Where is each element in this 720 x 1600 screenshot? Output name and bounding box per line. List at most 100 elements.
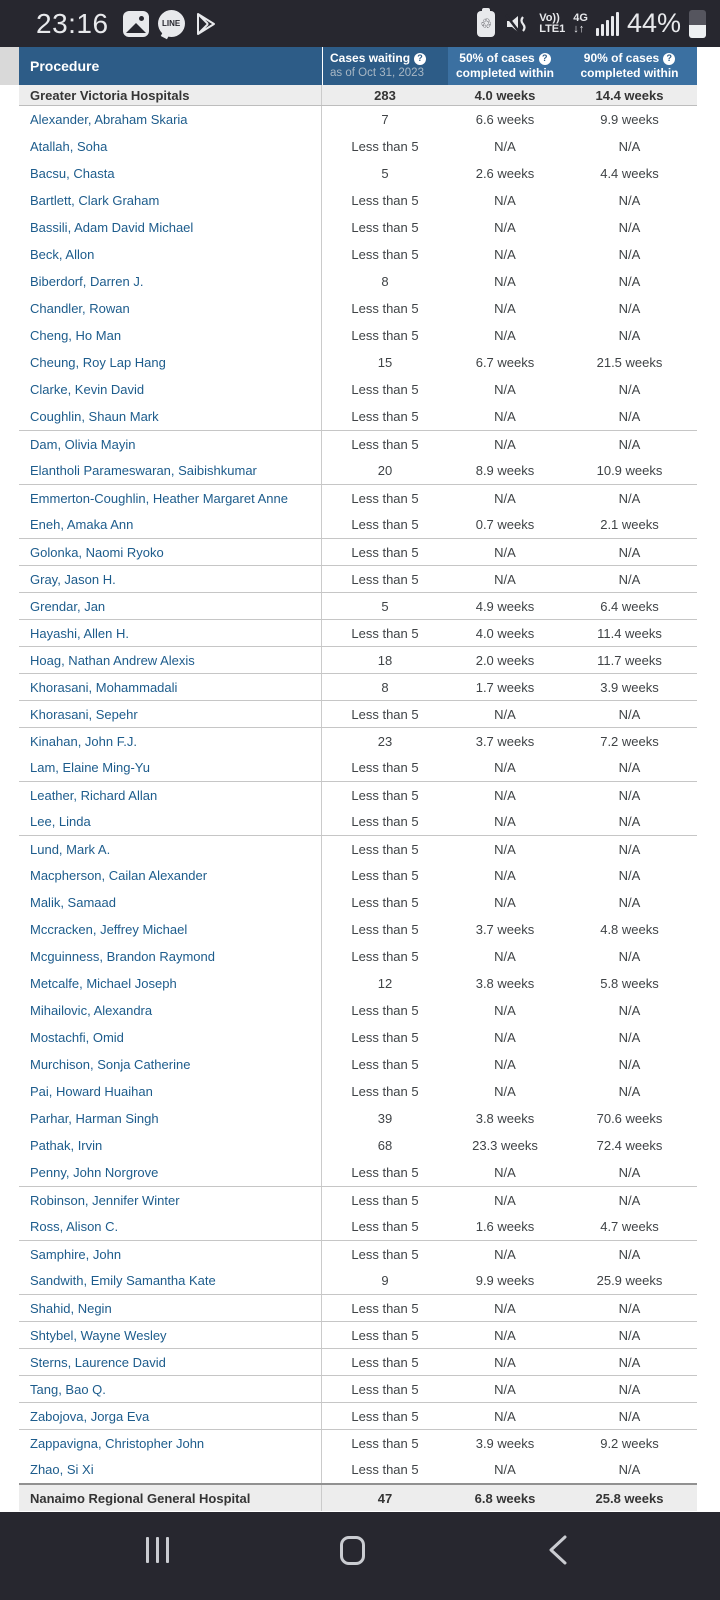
procedure-link[interactable]: Samphire, John	[19, 1241, 322, 1267]
recents-button[interactable]	[137, 1534, 177, 1566]
procedure-link[interactable]: Robinson, Jennifer Winter	[19, 1187, 322, 1213]
cases-waiting-value: Less than 5	[351, 1381, 419, 1397]
p90-value: 10.9 weeks	[596, 463, 663, 478]
procedure-link[interactable]: Sandwith, Emily Samantha Kate	[19, 1267, 322, 1294]
p90-value: 4.7 weeks	[600, 1219, 659, 1234]
signal-strength-icon	[595, 11, 619, 36]
p90-value: N/A	[618, 895, 641, 910]
p90-value: N/A	[618, 1408, 641, 1424]
cases-waiting-value: Less than 5	[351, 814, 419, 829]
procedure-link[interactable]: Grendar, Jan	[19, 593, 322, 619]
procedure-link[interactable]: Kinahan, John F.J.	[19, 728, 322, 754]
procedure-link[interactable]: Leather, Richard Allan	[19, 782, 322, 808]
procedure-link[interactable]: Bacsu, Chasta	[19, 160, 322, 187]
p90-value: 25.9 weeks	[596, 1273, 663, 1288]
cases-waiting-value: 12	[377, 976, 393, 991]
procedure-link[interactable]: Shtybel, Wayne Wesley	[19, 1322, 322, 1348]
table-row: Nanaimo Regional General Hospital 47 6.8…	[19, 1483, 697, 1511]
home-button[interactable]	[332, 1534, 372, 1566]
procedure-link[interactable]: Sterns, Laurence David	[19, 1349, 322, 1375]
procedure-link[interactable]: Malik, Samaad	[19, 889, 322, 916]
p90-value: 11.7 weeks	[597, 652, 662, 668]
procedure-link[interactable]: Murchison, Sonja Catherine	[19, 1051, 322, 1078]
procedure-link[interactable]: Hoag, Nathan Andrew Alexis	[19, 647, 322, 673]
p90-value: N/A	[618, 409, 641, 424]
procedure-link[interactable]: Mccracken, Jeffrey Michael	[19, 916, 322, 943]
table-header-row: Procedure Cases waiting? as of Oct 31, 2…	[19, 47, 697, 85]
p90-value: N/A	[618, 1246, 641, 1262]
cases-waiting-value: 47	[377, 1490, 393, 1506]
help-icon[interactable]: ?	[538, 52, 551, 65]
p90-value: N/A	[618, 841, 641, 857]
procedure-link[interactable]: Zhao, Si Xi	[19, 1456, 322, 1483]
hospital-group-label: Nanaimo Regional General Hospital	[19, 1485, 322, 1511]
help-icon[interactable]: ?	[414, 52, 427, 65]
procedure-link[interactable]: Ross, Alison C.	[19, 1213, 322, 1240]
p90-value: 7.2 weeks	[600, 733, 659, 749]
procedure-link[interactable]: Pathak, Irvin	[19, 1132, 322, 1159]
procedure-link[interactable]: Eneh, Amaka Ann	[19, 511, 322, 538]
column-header-procedure: Procedure	[19, 47, 322, 85]
cases-waiting-value: 7	[381, 112, 389, 127]
procedure-link[interactable]: Biberdorf, Darren J.	[19, 268, 322, 295]
procedure-link[interactable]: Golonka, Naomi Ryoko	[19, 539, 322, 565]
procedure-link[interactable]: Emmerton-Coughlin, Heather Margaret Anne	[19, 485, 322, 511]
help-icon[interactable]: ?	[663, 52, 676, 65]
procedure-link[interactable]: Parhar, Harman Singh	[19, 1105, 322, 1132]
procedure-link[interactable]: Mostachfi, Omid	[19, 1024, 322, 1051]
p90-value: N/A	[618, 139, 641, 154]
procedure-link[interactable]: Bartlett, Clark Graham	[19, 187, 322, 214]
procedure-link[interactable]: Cheng, Ho Man	[19, 322, 322, 349]
procedure-link[interactable]: Penny, John Norgrove	[19, 1159, 322, 1186]
p50-value: N/A	[494, 1030, 516, 1045]
procedure-link[interactable]: Dam, Olivia Mayin	[19, 431, 322, 457]
p50-value: 6.6 weeks	[475, 112, 535, 127]
procedure-link[interactable]: Lee, Linda	[19, 808, 322, 835]
battery-saver-icon: ♲	[477, 7, 496, 37]
procedure-link[interactable]: Cheung, Roy Lap Hang	[19, 349, 322, 376]
cases-waiting-value: Less than 5	[351, 1165, 419, 1180]
procedure-link[interactable]: Elantholi Parameswaran, Saibishkumar	[19, 457, 322, 484]
p50-value: N/A	[494, 1057, 516, 1072]
procedure-link[interactable]: Pai, Howard Huaihan	[19, 1078, 322, 1105]
procedure-link[interactable]: Khorasani, Mohammadali	[19, 674, 322, 700]
procedure-link[interactable]: Zabojova, Jorga Eva	[19, 1403, 322, 1429]
procedure-link[interactable]: Hayashi, Allen H.	[19, 620, 322, 646]
p90-value: 70.6 weeks	[596, 1111, 663, 1126]
procedure-link[interactable]: Clarke, Kevin David	[19, 376, 322, 403]
table-row: Golonka, Naomi Ryoko Less than 5 N/A N/A	[19, 538, 697, 565]
cases-waiting-value: Less than 5	[351, 760, 419, 775]
gallery-notification-icon	[122, 10, 149, 37]
p90-value: N/A	[618, 1327, 641, 1343]
volte-indicator: Vo)) LTE1	[539, 11, 566, 35]
procedure-link[interactable]: Chandler, Rowan	[19, 295, 322, 322]
p90-value: 9.9 weeks	[600, 112, 659, 127]
procedure-link[interactable]: Khorasani, Sepehr	[19, 701, 322, 727]
p90-value: N/A	[618, 220, 641, 235]
back-chevron-icon	[549, 1535, 567, 1565]
p50-value: 4.0 weeks	[474, 87, 536, 103]
procedure-link[interactable]: Lund, Mark A.	[19, 836, 322, 862]
p50-value: N/A	[494, 1246, 516, 1262]
procedure-link[interactable]: Tang, Bao Q.	[19, 1376, 322, 1402]
google-play-notification-icon	[196, 12, 215, 35]
procedure-link[interactable]: Alexander, Abraham Skaria	[19, 106, 322, 133]
procedure-link[interactable]: Macpherson, Cailan Alexander	[19, 862, 322, 889]
p90-value: N/A	[618, 490, 641, 506]
procedure-link[interactable]: Mihailovic, Alexandra	[19, 997, 322, 1024]
table-row: Bassili, Adam David Michael Less than 5 …	[19, 214, 697, 241]
procedure-link[interactable]: Shahid, Negin	[19, 1295, 322, 1321]
procedure-link[interactable]: Zappavigna, Christopher John	[19, 1430, 322, 1456]
p50-value: 6.7 weeks	[475, 355, 535, 370]
procedure-link[interactable]: Lam, Elaine Ming-Yu	[19, 754, 322, 781]
procedure-link[interactable]: Metcalfe, Michael Joseph	[19, 970, 322, 997]
procedure-link[interactable]: Bassili, Adam David Michael	[19, 214, 322, 241]
procedure-link[interactable]: Atallah, Soha	[19, 133, 322, 160]
procedure-link[interactable]: Gray, Jason H.	[19, 566, 322, 592]
back-button[interactable]	[538, 1534, 578, 1566]
procedure-link[interactable]: Beck, Allon	[19, 241, 322, 268]
procedure-link[interactable]: Coughlin, Shaun Mark	[19, 403, 322, 430]
procedure-link[interactable]: Mcguinness, Brandon Raymond	[19, 943, 322, 970]
table-row: Greater Victoria Hospitals 283 4.0 weeks…	[19, 85, 697, 106]
p90-value: N/A	[618, 1084, 641, 1099]
